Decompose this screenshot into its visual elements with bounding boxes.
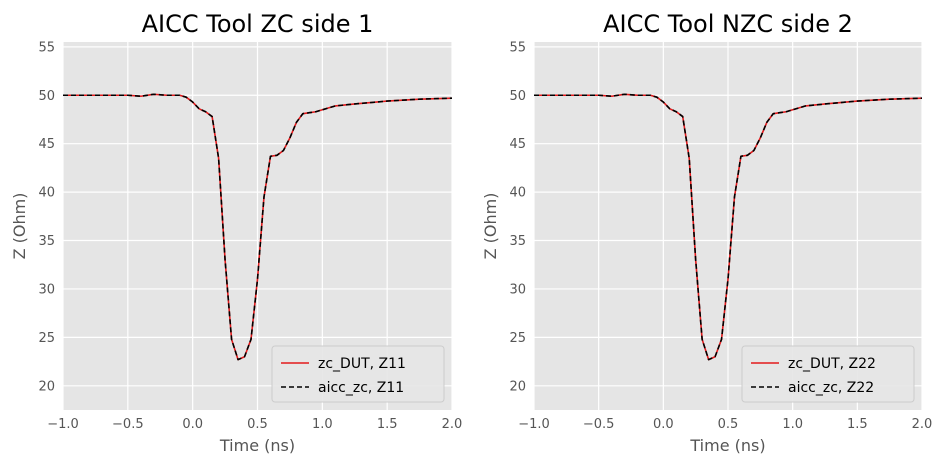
x-axis-label: Time (ns) — [219, 436, 295, 455]
legend-entry: zc_DUT, Z11 — [318, 356, 406, 372]
x-tick-labels: −1.0 −0.5 0.0 0.5 1.0 1.5 2.0 — [47, 417, 462, 432]
y-tick-labels: 20 25 30 35 40 45 50 55 — [38, 40, 55, 394]
y-tick-label: 55 — [38, 40, 55, 55]
grid-lines — [62, 42, 453, 410]
x-tick-label: 0.5 — [247, 417, 268, 432]
legend: zc_DUT, Z22 aicc_zc, Z22 — [741, 345, 915, 403]
x-tick-label: 0.0 — [182, 417, 203, 432]
legend-entry: aicc_zc, Z11 — [318, 380, 404, 396]
chart-title: AICC Tool NZC side 2 — [603, 10, 853, 38]
y-tick-label: 50 — [509, 89, 526, 104]
y-tick-label: 20 — [38, 379, 55, 394]
x-tick-label: 1.5 — [377, 417, 398, 432]
x-tick-label: −1.0 — [47, 417, 79, 432]
x-tick-label: 0.5 — [718, 417, 739, 432]
series-lines — [63, 93, 452, 361]
y-tick-label: 30 — [38, 282, 55, 297]
y-axis-label: Z (Ohm) — [10, 193, 29, 260]
y-tick-labels: 20 25 30 35 40 45 50 55 — [509, 40, 526, 394]
grid-lines — [533, 42, 923, 410]
x-tick-label: −1.0 — [518, 417, 550, 432]
x-tick-label: 2.0 — [442, 417, 463, 432]
x-axis-label: Time (ns) — [689, 436, 765, 455]
chart-title: AICC Tool ZC side 1 — [142, 10, 374, 38]
legend-entry: aicc_zc, Z22 — [788, 380, 874, 396]
y-axis-label: Z (Ohm) — [481, 193, 500, 260]
x-tick-label: 1.0 — [782, 417, 803, 432]
y-tick-label: 55 — [509, 40, 526, 55]
legend: zc_DUT, Z11 aicc_zc, Z11 — [271, 345, 445, 403]
chart-panel-1: −1.0 −0.5 0.0 0.5 1.0 1.5 2.0 20 25 30 35 40 45 50 55 A… — [10, 10, 462, 455]
y-tick-label: 35 — [38, 234, 55, 249]
chart-panel-2: −1.0 −0.5 0.0 0.5 1.0 1.5 2.0 20 25 30 35 40 45 50 55 A… — [481, 10, 932, 455]
y-tick-label: 35 — [509, 234, 526, 249]
y-tick-label: 25 — [38, 331, 55, 346]
series-lines — [534, 93, 922, 361]
x-tick-label: −0.5 — [112, 417, 144, 432]
y-tick-label: 20 — [509, 379, 526, 394]
series-line-aicc — [63, 93, 452, 361]
y-tick-label: 40 — [38, 186, 55, 201]
y-tick-label: 40 — [509, 186, 526, 201]
y-tick-label: 45 — [38, 137, 55, 152]
x-tick-label: 2.0 — [912, 417, 933, 432]
series-line-aicc — [534, 93, 922, 361]
x-tick-label: 1.5 — [847, 417, 868, 432]
y-tick-label: 30 — [509, 282, 526, 297]
x-tick-labels: −1.0 −0.5 0.0 0.5 1.0 1.5 2.0 — [518, 417, 932, 432]
y-tick-label: 50 — [38, 89, 55, 104]
x-tick-label: 1.0 — [312, 417, 333, 432]
legend-box — [271, 345, 445, 403]
y-tick-label: 45 — [509, 137, 526, 152]
x-tick-label: −0.5 — [583, 417, 615, 432]
legend-entry: zc_DUT, Z22 — [788, 356, 876, 372]
legend-box — [741, 345, 915, 403]
x-tick-label: 0.0 — [653, 417, 674, 432]
y-tick-label: 25 — [509, 331, 526, 346]
